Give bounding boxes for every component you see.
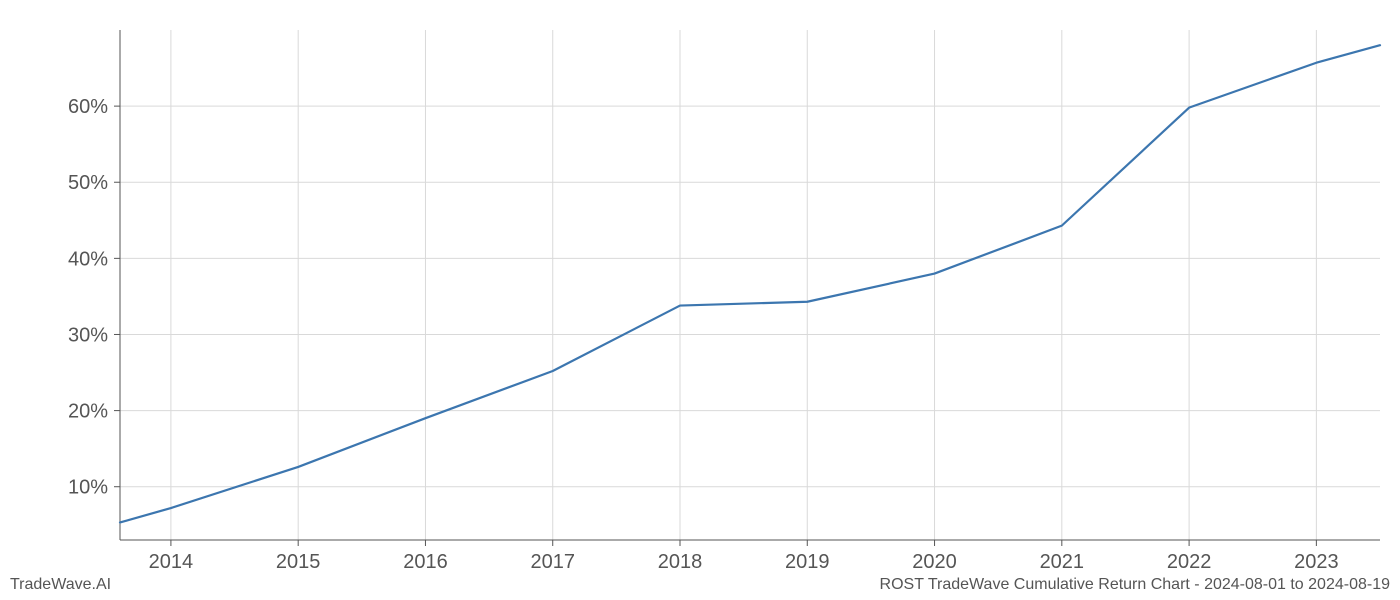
y-tick-label: 20% [68, 401, 108, 423]
x-tick-label: 2021 [1040, 551, 1085, 573]
x-tick-label: 2023 [1294, 551, 1339, 573]
y-tick-label: 50% [68, 172, 108, 194]
x-tick-label: 2019 [785, 551, 830, 573]
y-tick-label: 30% [68, 324, 108, 346]
chart-background [0, 0, 1400, 600]
y-tick-label: 40% [68, 248, 108, 270]
x-tick-label: 2015 [276, 551, 321, 573]
x-tick-label: 2020 [912, 551, 957, 573]
x-tick-label: 2014 [149, 551, 194, 573]
x-tick-label: 2016 [403, 551, 448, 573]
footer-left-brand: TradeWave.AI [10, 576, 111, 594]
x-tick-label: 2017 [530, 551, 575, 573]
y-tick-label: 60% [68, 96, 108, 118]
chart-container: 2014 2015 2016 2017 2018 2019 2020 2021 2022 2023… [0, 0, 1400, 600]
footer-right-caption: ROST TradeWave Cumulative Return Chart -… [880, 576, 1390, 594]
line-chart: 2014 2015 2016 2017 2018 2019 2020 2021 2022 2023… [0, 0, 1400, 600]
x-tick-label: 2018 [658, 551, 703, 573]
chart-footer: TradeWave.AI ROST TradeWave Cumulative R… [0, 576, 1400, 594]
y-tick-label: 10% [68, 477, 108, 499]
x-tick-label: 2022 [1167, 551, 1212, 573]
